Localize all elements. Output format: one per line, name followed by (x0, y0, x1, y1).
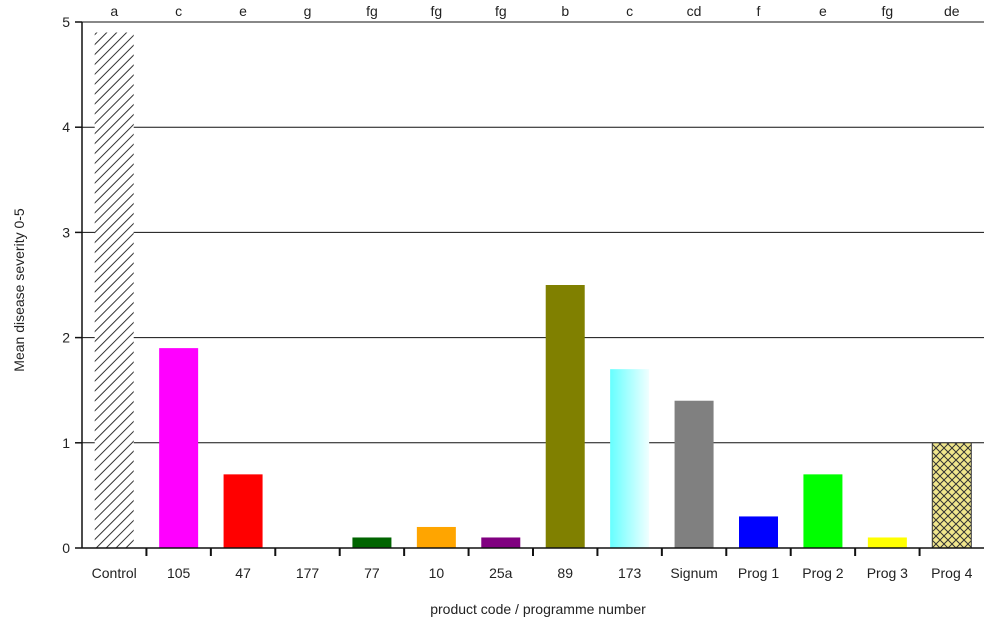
significance-letter: e (239, 3, 247, 19)
bar-signum (674, 400, 714, 548)
bar-105 (159, 348, 199, 548)
bar-prog-4 (931, 442, 972, 549)
significance-letter: b (561, 3, 569, 19)
x-axis-title: product code / programme number (430, 601, 646, 617)
significance-letter: fg (882, 3, 894, 19)
gridlines (82, 21, 984, 444)
significance-letter: g (304, 3, 312, 19)
significance-letter: f (757, 3, 761, 19)
y-tick-label: 5 (62, 14, 70, 30)
x-tick-label: 105 (167, 565, 191, 581)
axes (75, 21, 984, 556)
x-tick-label: 10 (429, 565, 445, 581)
x-tick-label: Prog 2 (802, 565, 843, 581)
x-tick-label: Prog 1 (738, 565, 779, 581)
bar-77 (352, 537, 392, 548)
x-tick-label: 47 (235, 565, 251, 581)
significance-letter: fg (495, 3, 507, 19)
bar-25a (481, 537, 521, 548)
x-tick-label: Prog 3 (867, 565, 908, 581)
bar-control (94, 32, 134, 548)
bar-prog-1 (739, 516, 778, 548)
x-tick-label: 89 (557, 565, 573, 581)
x-tick-label: Control (92, 565, 137, 581)
significance-letter: a (110, 3, 118, 19)
y-tick-label: 1 (62, 435, 70, 451)
bar-prog-3 (867, 537, 907, 548)
significance-letter: fg (431, 3, 443, 19)
bars (94, 32, 972, 549)
y-tick-label: 3 (62, 224, 70, 240)
x-tick-label: Signum (670, 565, 717, 581)
x-tick-label: 25a (489, 565, 513, 581)
significance-letter: c (626, 3, 633, 19)
bar-prog-2 (803, 474, 843, 548)
x-tick-label: 77 (364, 565, 380, 581)
y-tick-label: 4 (62, 119, 70, 135)
significance-letter: e (819, 3, 827, 19)
bar-173 (610, 369, 650, 548)
labels: 0 1 2 3 4 5 Control a 105 c 47 e 177 g 77 fg 10 fg 25a fg 89… (62, 3, 972, 581)
significance-letter: de (944, 3, 960, 19)
y-tick-label: 0 (62, 540, 70, 556)
significance-letter: fg (366, 3, 378, 19)
x-tick-label: 173 (618, 565, 642, 581)
bar-89 (545, 285, 585, 548)
y-tick-label: 2 (62, 330, 70, 346)
bar-47 (223, 474, 263, 548)
y-axis-title: Mean disease severity 0-5 (11, 208, 27, 372)
bar-10 (416, 526, 456, 548)
x-tick-label: 177 (296, 565, 320, 581)
significance-letter: cd (687, 3, 702, 19)
significance-letter: c (175, 3, 182, 19)
x-tick-label: Prog 4 (931, 565, 972, 581)
